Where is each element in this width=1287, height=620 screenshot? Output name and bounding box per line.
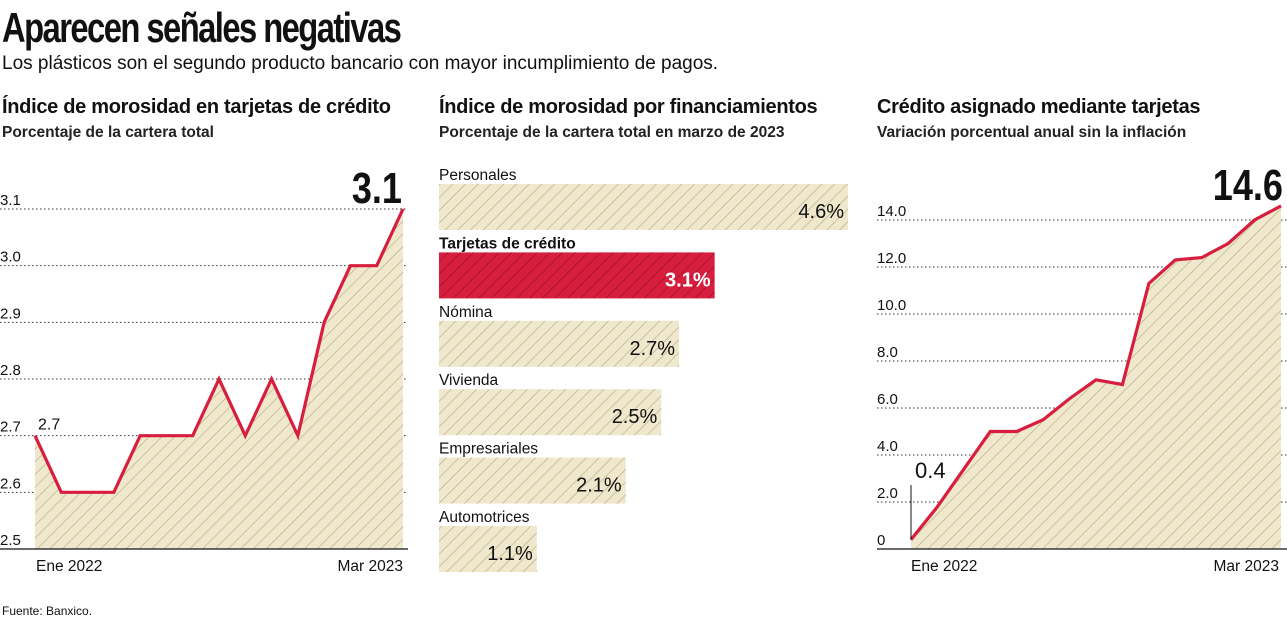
- chart2-title: Índice de morosidad por financiamientos: [439, 96, 818, 118]
- line-chart-morosidad-tarjetas: 2.5 2.6 2.7 2.8 2.9 3.0 3.1 2.7 3.1 Ene 2022 Mar 2…: [0, 164, 408, 575]
- x-label-end: Mar 2023: [338, 558, 403, 575]
- bar-value-label: 3.1%: [665, 269, 711, 291]
- y-tick-label: 8.0: [877, 344, 898, 361]
- bar-highlight: [439, 252, 715, 299]
- bar-value-label: 2.7%: [629, 338, 675, 360]
- bar: [439, 320, 680, 367]
- chart3-subtitle: Variación porcentual anual sin la inflac…: [877, 124, 1187, 141]
- y-tick-label: 14.0: [877, 203, 906, 220]
- y-tick-label: 2.5: [0, 532, 21, 549]
- x-label-end: Mar 2023: [1214, 558, 1279, 575]
- start-value-label: 0.4: [915, 458, 946, 483]
- y-tick-label: 0: [877, 532, 885, 549]
- y-tick-label: 3.0: [0, 249, 21, 266]
- bar: [439, 184, 848, 230]
- chart1-subtitle: Porcentaje de la cartera total: [2, 124, 214, 141]
- bar-category-label: Empresariales: [439, 441, 538, 458]
- bar: [439, 526, 537, 572]
- chart2-subtitle: Porcentaje de la cartera total en marzo …: [439, 124, 785, 141]
- subheadline: Los plásticos son el segundo producto ba…: [2, 53, 719, 74]
- y-tick-label: 2.7: [0, 419, 21, 436]
- bar: [439, 457, 626, 504]
- end-value-label: 14.6: [1213, 161, 1283, 210]
- y-tick-label: 6.0: [877, 391, 898, 408]
- bar-value-label: 4.6%: [798, 201, 844, 223]
- bar-value-label: 2.5%: [612, 406, 658, 428]
- y-tick-label: 10.0: [877, 297, 906, 314]
- bar-category-label: Nómina: [439, 304, 493, 321]
- x-label-start: Ene 2022: [36, 558, 102, 575]
- y-tick-label: 3.1: [0, 192, 21, 209]
- y-tick-label: 12.0: [877, 250, 906, 267]
- bar-category-label: Vivienda: [439, 372, 499, 389]
- bar-value-label: 1.1%: [487, 543, 533, 565]
- y-tick-label: 4.0: [877, 438, 898, 455]
- bar-category-label: Automotrices: [439, 509, 530, 526]
- end-value-label: 3.1: [352, 164, 402, 213]
- bar-category-label: Personales: [439, 167, 517, 184]
- x-label-start: Ene 2022: [911, 558, 977, 575]
- bar: [439, 389, 662, 436]
- chart3-title: Crédito asignado mediante tarjetas: [877, 96, 1201, 118]
- bar-category-label: Tarjetas de crédito: [439, 235, 576, 252]
- area-fill: [911, 205, 1281, 549]
- bar-value-label: 2.1%: [576, 475, 622, 497]
- source-note: Fuente: Banxico.: [2, 604, 93, 618]
- y-tick-label: 2.6: [0, 475, 21, 492]
- y-tick-label: 2.0: [877, 485, 898, 502]
- area-chart-credito-tarjetas: 0 2.0 4.0 6.0 8.0 10.0 12.0 14.0 0.4 14.6 Ene 2022…: [877, 161, 1287, 575]
- y-tick-label: 2.8: [0, 362, 21, 379]
- chart1-title: Índice de morosidad en tarjetas de crédi…: [2, 96, 391, 118]
- bar-chart-morosidad-financiamientos: Personales 4.6% Tarjetas de crédito 3.1% Nóm…: [439, 167, 848, 572]
- start-value-label: 2.7: [38, 417, 60, 434]
- headline: Aparecen señales negativas: [2, 4, 402, 51]
- y-tick-label: 2.9: [0, 305, 21, 322]
